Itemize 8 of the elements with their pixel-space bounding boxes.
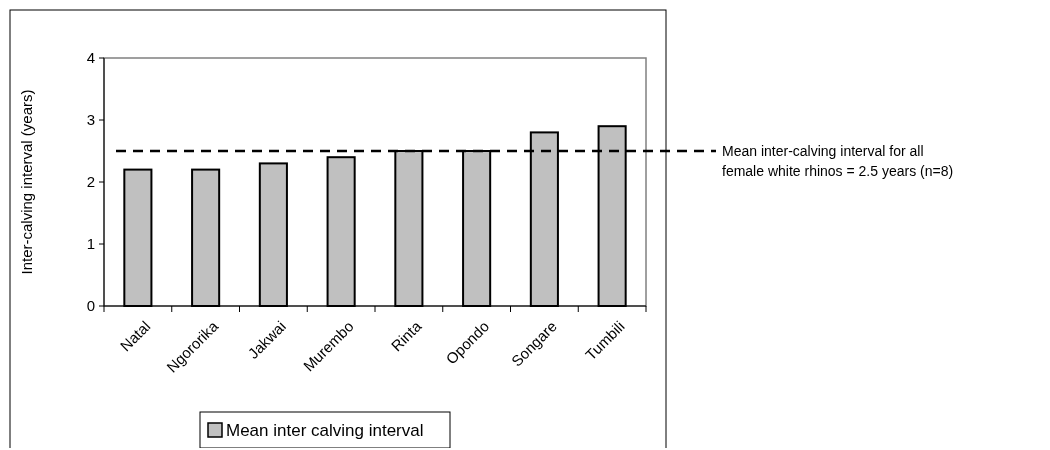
y-tick-label: 3	[86, 111, 95, 129]
y-axis-title: Inter-calving interval (years)	[18, 89, 35, 275]
y-tick-label: 2	[86, 173, 95, 191]
legend-label: Mean inter calving interval	[226, 420, 424, 440]
y-tick-label: 0	[86, 297, 95, 315]
ref-line-label: Mean inter-calving interval for all female white rhinos = 2.5 years (n=8)	[722, 142, 954, 179]
y-tick-label: 1	[86, 235, 95, 253]
y-tick-label: 4	[86, 49, 95, 67]
